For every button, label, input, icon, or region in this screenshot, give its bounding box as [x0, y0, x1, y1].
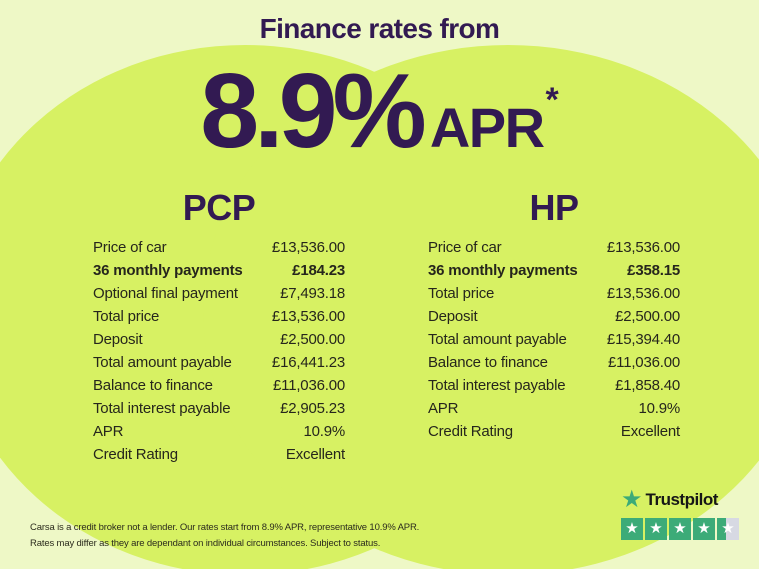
star-box-full-icon: ★ — [645, 518, 667, 540]
star-box-full-icon: ★ — [621, 518, 643, 540]
row-value: £7,493.18 — [280, 285, 345, 302]
row-label: Price of car — [428, 239, 502, 256]
row-label: Optional final payment — [93, 285, 238, 302]
row-label: APR — [93, 423, 124, 440]
row-value: £11,036.00 — [608, 354, 680, 371]
pcp-heading: PCP — [182, 187, 256, 228]
star-box-full-icon: ★ — [669, 518, 691, 540]
disclaimer-line-2: Rates may differ as they are dependant o… — [30, 537, 381, 549]
row-value: £13,536.00 — [271, 239, 345, 256]
row-label: Balance to finance — [93, 377, 213, 394]
row-label: Total price — [428, 285, 495, 302]
table-row: Total interest payable £2,905.23 — [93, 397, 345, 420]
rate-value: 8.9% — [200, 52, 427, 170]
row-value: £358.15 — [627, 262, 680, 279]
star-box-half-icon: ★ — [717, 518, 739, 540]
row-label: Credit Rating — [428, 423, 513, 440]
table-row: Total amount payable £15,394.40 — [428, 328, 680, 351]
trustpilot-widget[interactable]: ★ Trustpilot ★ ★ ★ ★ ★ — [621, 486, 741, 540]
legal-disclaimer: Carsa is a credit broker not a lender. O… — [30, 520, 419, 551]
hp-heading: HP — [529, 187, 579, 228]
row-value: £13,536.00 — [606, 285, 680, 302]
row-value: £2,905.23 — [280, 400, 345, 417]
row-value: Excellent — [620, 423, 680, 440]
row-label: Price of car — [93, 239, 167, 256]
row-label: 36 monthly payments — [428, 262, 578, 279]
row-value: 10.9% — [638, 400, 680, 417]
row-label: 36 monthly payments — [93, 262, 243, 279]
trustpilot-logo: ★ Trustpilot — [621, 486, 741, 513]
table-row: APR 10.9% — [93, 420, 345, 443]
row-label: APR — [428, 400, 459, 417]
pcp-table: PCP Price of car £13,536.00 36 monthly p… — [93, 190, 345, 466]
table-row: 36 monthly payments £184.23 — [93, 259, 345, 282]
row-value: Excellent — [285, 446, 345, 463]
rate-asterisk: * — [545, 81, 559, 119]
row-label: Deposit — [428, 308, 478, 325]
table-row: Credit Rating Excellent — [428, 420, 680, 443]
row-value: £13,536.00 — [606, 239, 680, 256]
row-label: Total interest payable — [428, 377, 566, 394]
disclaimer-line-1: Carsa is a credit broker not a lender. O… — [30, 522, 420, 533]
row-label: Balance to finance — [428, 354, 548, 371]
row-label: Deposit — [93, 331, 143, 348]
row-value: £16,441.23 — [271, 354, 345, 371]
row-label: Total interest payable — [93, 400, 231, 417]
table-row: Balance to finance £11,036.00 — [93, 374, 345, 397]
table-row: Price of car £13,536.00 — [428, 236, 680, 259]
row-value: £184.23 — [292, 262, 345, 279]
table-row: Deposit £2,500.00 — [93, 328, 345, 351]
row-value: £11,036.00 — [273, 377, 345, 394]
row-value: £2,500.00 — [280, 331, 345, 348]
hp-table: HP Price of car £13,536.00 36 monthly pa… — [428, 190, 680, 443]
table-row: APR 10.9% — [428, 397, 680, 420]
trustpilot-rating-stars: ★ ★ ★ ★ ★ — [621, 518, 741, 540]
rate-unit: APR — [429, 96, 545, 159]
pcp-rows: Price of car £13,536.00 36 monthly payme… — [93, 236, 345, 466]
trustpilot-star-icon: ★ — [621, 486, 643, 513]
row-value: £2,500.00 — [615, 308, 680, 325]
headline-rate: 8.9% APR * — [0, 58, 759, 164]
row-value: £13,536.00 — [271, 308, 345, 325]
table-row: Total price £13,536.00 — [93, 305, 345, 328]
row-value: £1,858.40 — [615, 377, 680, 394]
row-label: Total price — [93, 308, 160, 325]
trustpilot-wordmark: Trustpilot — [645, 490, 719, 509]
banner-title: Finance rates from — [259, 13, 500, 44]
background-circle-right — [203, 45, 759, 569]
hp-rows: Price of car £13,536.00 36 monthly payme… — [428, 236, 680, 443]
table-row: Total price £13,536.00 — [428, 282, 680, 305]
table-row: Credit Rating Excellent — [93, 443, 345, 466]
table-row: Total amount payable £16,441.23 — [93, 351, 345, 374]
row-value: £15,394.40 — [606, 331, 680, 348]
row-value: 10.9% — [303, 423, 345, 440]
table-row: Price of car £13,536.00 — [93, 236, 345, 259]
table-row: Deposit £2,500.00 — [428, 305, 680, 328]
table-row: Optional final payment £7,493.18 — [93, 282, 345, 305]
table-row: Total interest payable £1,858.40 — [428, 374, 680, 397]
table-row: 36 monthly payments £358.15 — [428, 259, 680, 282]
star-box-full-icon: ★ — [693, 518, 715, 540]
row-label: Total amount payable — [93, 354, 232, 371]
row-label: Total amount payable — [428, 331, 567, 348]
row-label: Credit Rating — [93, 446, 178, 463]
table-row: Balance to finance £11,036.00 — [428, 351, 680, 374]
